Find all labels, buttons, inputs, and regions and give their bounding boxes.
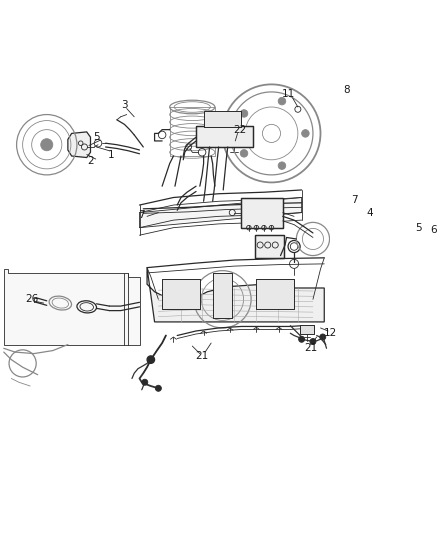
Text: 11: 11 (282, 89, 296, 99)
Bar (204, 111, 241, 127)
Text: 21: 21 (304, 343, 317, 352)
Bar (255, 235, 283, 258)
Circle shape (302, 130, 309, 137)
Circle shape (278, 98, 286, 105)
Circle shape (320, 334, 326, 340)
Text: 3: 3 (121, 100, 128, 110)
Bar (300, 325, 314, 334)
Bar (204, 111, 241, 127)
Bar (256, 279, 294, 309)
Bar (162, 279, 200, 309)
Bar (300, 325, 314, 334)
Bar (256, 279, 294, 309)
Circle shape (142, 379, 148, 385)
Polygon shape (4, 269, 140, 344)
Text: 5: 5 (93, 132, 100, 142)
Text: 2: 2 (87, 156, 94, 166)
Text: 7: 7 (351, 195, 358, 205)
Bar (162, 279, 200, 309)
Text: 7: 7 (138, 210, 145, 220)
Circle shape (147, 356, 155, 364)
Text: 5: 5 (415, 223, 422, 233)
Text: 21: 21 (195, 351, 209, 361)
Text: 4: 4 (366, 207, 373, 217)
Polygon shape (68, 132, 91, 158)
Circle shape (155, 385, 161, 391)
Circle shape (240, 110, 248, 117)
Bar (196, 126, 253, 147)
Bar (255, 235, 283, 258)
Text: 26: 26 (25, 294, 38, 304)
Bar (213, 273, 232, 318)
Text: 1: 1 (108, 150, 115, 159)
Circle shape (240, 150, 248, 157)
Bar (241, 198, 283, 228)
Text: 22: 22 (233, 125, 247, 135)
Circle shape (299, 336, 305, 342)
Text: 12: 12 (324, 328, 337, 338)
Text: 8: 8 (343, 85, 350, 95)
Polygon shape (147, 268, 324, 322)
Text: 6: 6 (430, 225, 437, 235)
Bar (241, 198, 283, 228)
Bar (213, 273, 232, 318)
Polygon shape (140, 198, 302, 228)
Circle shape (41, 139, 53, 151)
Bar (196, 126, 253, 147)
Circle shape (278, 162, 286, 169)
Circle shape (310, 338, 316, 344)
